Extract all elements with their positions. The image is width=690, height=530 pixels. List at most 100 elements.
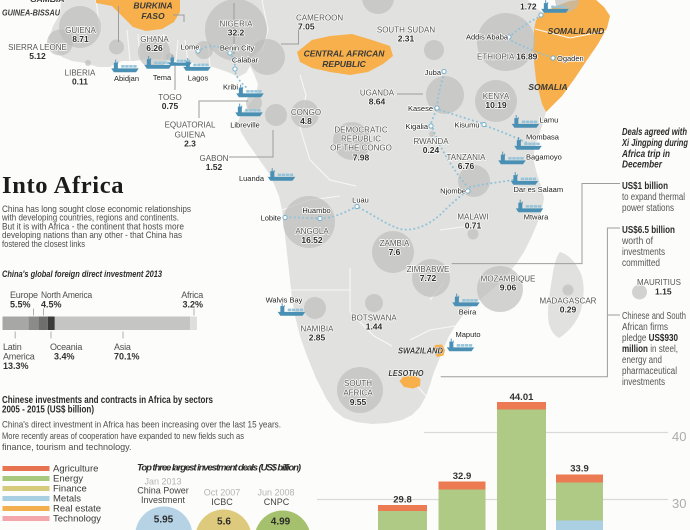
svg-text:pledge US$930: pledge US$930 — [622, 333, 678, 344]
svg-text:2005 - 2015 (US$ billion): 2005 - 2015 (US$ billion) — [2, 405, 94, 416]
svg-text:NIGERIA: NIGERIA — [220, 20, 254, 29]
svg-text:developing nations than any ot: developing nations than any other - that… — [2, 230, 182, 241]
svg-text:MAURITIUS: MAURITIUS — [637, 278, 681, 287]
svg-text:Chinese and South: Chinese and South — [622, 311, 686, 322]
svg-text:Benin City: Benin City — [220, 44, 254, 53]
svg-text:32.2: 32.2 — [228, 28, 245, 38]
svg-text:Finance: Finance — [53, 484, 87, 495]
svg-text:Luanda: Luanda — [239, 174, 265, 183]
svg-text:Addis Ababa: Addis Ababa — [466, 33, 509, 42]
svg-text:Technology: Technology — [53, 514, 101, 525]
svg-text:Africa trip in: Africa trip in — [621, 149, 670, 160]
svg-text:to expand thermal: to expand thermal — [622, 192, 685, 203]
svg-text:investments: investments — [622, 247, 665, 258]
svg-text:TANZANIA: TANZANIA — [447, 153, 487, 162]
svg-text:SOMALIA: SOMALIA — [528, 82, 567, 92]
svg-text:Oceania: Oceania — [50, 342, 82, 352]
svg-text:Njombe: Njombe — [440, 187, 466, 196]
svg-text:16.52: 16.52 — [301, 235, 323, 245]
svg-text:Metals: Metals — [53, 494, 81, 505]
svg-text:Kisumu: Kisumu — [454, 121, 479, 130]
svg-text:CONGO: CONGO — [291, 108, 321, 117]
svg-text:OF THE CONGO: OF THE CONGO — [330, 144, 392, 153]
svg-text:China Power: China Power — [137, 486, 189, 496]
svg-text:Juba: Juba — [425, 68, 442, 77]
svg-text:Asia: Asia — [114, 342, 131, 352]
svg-text:Lamu: Lamu — [540, 116, 559, 125]
svg-text:LESOTHO: LESOTHO — [389, 368, 424, 378]
svg-text:America: America — [3, 352, 35, 362]
svg-text:0.29: 0.29 — [560, 305, 577, 315]
svg-text:1.15: 1.15 — [655, 287, 672, 297]
svg-text:Abidjan: Abidjan — [114, 74, 139, 83]
svg-text:ANGOLA: ANGOLA — [295, 227, 329, 236]
svg-text:Kigalia: Kigalia — [405, 122, 428, 131]
svg-text:with developing countries, reg: with developing countries, regions and c… — [1, 213, 179, 224]
svg-text:6.76: 6.76 — [458, 161, 475, 171]
svg-text:0.75: 0.75 — [162, 101, 179, 111]
svg-text:0.24: 0.24 — [423, 145, 440, 155]
svg-text:7.72: 7.72 — [420, 273, 437, 283]
svg-text:CENTRAL AFRICAN: CENTRAL AFRICAN — [304, 49, 386, 59]
svg-text:TOGO: TOGO — [158, 93, 181, 102]
svg-text:Bagamoyo: Bagamoyo — [526, 153, 562, 162]
svg-text:African firms: African firms — [622, 322, 668, 333]
svg-text:Luau: Luau — [352, 196, 369, 205]
svg-text:Dar es Salaam: Dar es Salaam — [514, 185, 564, 194]
svg-text:Deals agreed with: Deals agreed with — [622, 127, 687, 138]
svg-text:10.19: 10.19 — [485, 100, 507, 110]
svg-text:Walvis Bay: Walvis Bay — [266, 296, 303, 305]
svg-text:LIBERIA: LIBERIA — [65, 69, 96, 78]
svg-text:China has long sought close ec: China has long sought close economic rel… — [2, 204, 191, 215]
svg-text:China's direct investment in A: China's direct investment in Africa has … — [2, 420, 281, 431]
svg-text:8.64: 8.64 — [369, 97, 386, 107]
svg-text:5.6: 5.6 — [217, 517, 231, 528]
svg-text:3.2%: 3.2% — [182, 300, 203, 310]
svg-text:4.8: 4.8 — [300, 116, 312, 126]
svg-text:worth of: worth of — [621, 236, 653, 247]
svg-text:6.26: 6.26 — [146, 43, 163, 53]
svg-text:9.55: 9.55 — [350, 397, 367, 407]
svg-text:1.72: 1.72 — [520, 2, 537, 12]
svg-text:ICBC: ICBC — [211, 497, 233, 507]
svg-text:FASO: FASO — [141, 11, 165, 21]
svg-text:SOUTH: SOUTH — [344, 379, 372, 388]
svg-text:Real estate: Real estate — [53, 504, 101, 515]
svg-text:5.95: 5.95 — [154, 515, 174, 526]
svg-text:7.05: 7.05 — [298, 22, 315, 32]
svg-text:December: December — [622, 160, 663, 171]
svg-text:SOUTH SUDAN: SOUTH SUDAN — [377, 26, 435, 35]
svg-text:Oct 2007: Oct 2007 — [204, 488, 241, 498]
svg-text:Libreville: Libreville — [230, 121, 260, 130]
svg-text:Kribi: Kribi — [223, 83, 238, 92]
svg-text:1.52: 1.52 — [206, 162, 223, 172]
svg-text:Europe: Europe — [10, 290, 38, 300]
svg-text:Jun 2008: Jun 2008 — [257, 488, 294, 498]
svg-text:Beira: Beira — [459, 308, 477, 317]
svg-text:MALAWI: MALAWI — [457, 213, 488, 222]
svg-text:pharmaceutical: pharmaceutical — [622, 366, 677, 377]
svg-text:Top three largest investment d: Top three largest investment deals (US$ … — [137, 463, 301, 474]
svg-text:4.99: 4.99 — [271, 517, 291, 528]
svg-text:8.71: 8.71 — [72, 34, 89, 44]
svg-text:China's global foreign direct: China's global foreign direct investment… — [2, 269, 163, 280]
svg-text:REPUBLIC: REPUBLIC — [322, 59, 366, 69]
svg-text:Lagos: Lagos — [188, 74, 209, 83]
svg-text:More recently areas of coopera: More recently areas of cooperation have … — [2, 431, 244, 442]
svg-text:GAMBIA: GAMBIA — [30, 0, 64, 4]
svg-text:energy and: energy and — [622, 355, 662, 366]
svg-text:Maputo: Maputo — [455, 330, 480, 339]
svg-text:Xi Jingping during: Xi Jingping during — [621, 138, 688, 149]
svg-text:GABON: GABON — [200, 154, 229, 163]
svg-text:RWANDA: RWANDA — [413, 137, 449, 146]
svg-text:Tema: Tema — [153, 73, 172, 82]
svg-text:2.85: 2.85 — [309, 333, 326, 343]
svg-text:ZAMBIA: ZAMBIA — [380, 239, 410, 248]
svg-text:NAMIBIA: NAMIBIA — [301, 325, 335, 334]
svg-text:MOZAMBIQUE: MOZAMBIQUE — [481, 275, 536, 284]
svg-text:finance, tourism and technolog: finance, tourism and technology. — [2, 442, 132, 453]
svg-text:SIERRA LEONE: SIERRA LEONE — [8, 43, 67, 52]
svg-text:Into Africa: Into Africa — [2, 172, 124, 199]
svg-text:million in steel,: million in steel, — [622, 344, 678, 355]
svg-text:Kasese: Kasese — [408, 104, 433, 113]
